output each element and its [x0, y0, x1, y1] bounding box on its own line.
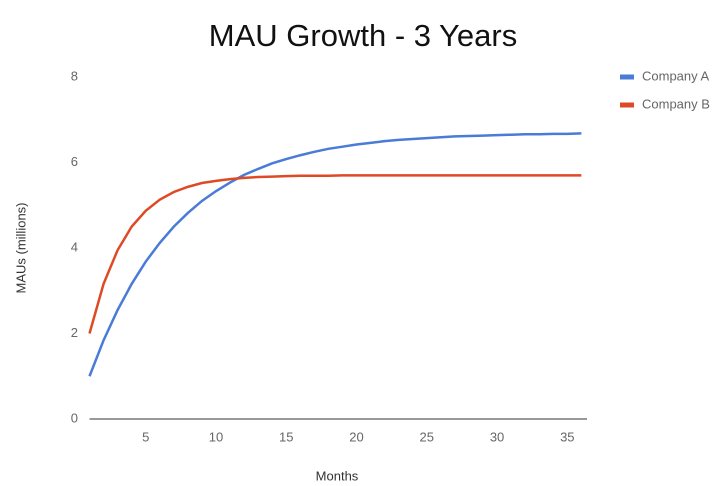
y-tick-label: 6	[71, 154, 78, 169]
x-tick-label: 20	[349, 429, 363, 444]
y-tick-label: 0	[71, 410, 78, 425]
legend-label: Company A	[642, 68, 710, 83]
x-tick-label: 10	[209, 429, 223, 444]
x-axis-label: Months	[316, 468, 359, 483]
y-tick-label: 2	[71, 325, 78, 340]
x-tick-label: 35	[560, 429, 574, 444]
y-axis-label: MAUs (millions)	[13, 203, 28, 294]
x-tick-label: 15	[279, 429, 293, 444]
x-tick-label: 30	[490, 429, 504, 444]
series-line	[88, 132, 582, 377]
chart-title: MAU Growth - 3 Years	[209, 18, 517, 53]
y-tick-label: 8	[71, 68, 78, 83]
legend-label: Company B	[642, 96, 710, 111]
series-line	[88, 174, 582, 334]
y-tick-label: 4	[71, 239, 78, 254]
x-tick-label: 5	[142, 429, 149, 444]
x-tick-label: 25	[420, 429, 434, 444]
